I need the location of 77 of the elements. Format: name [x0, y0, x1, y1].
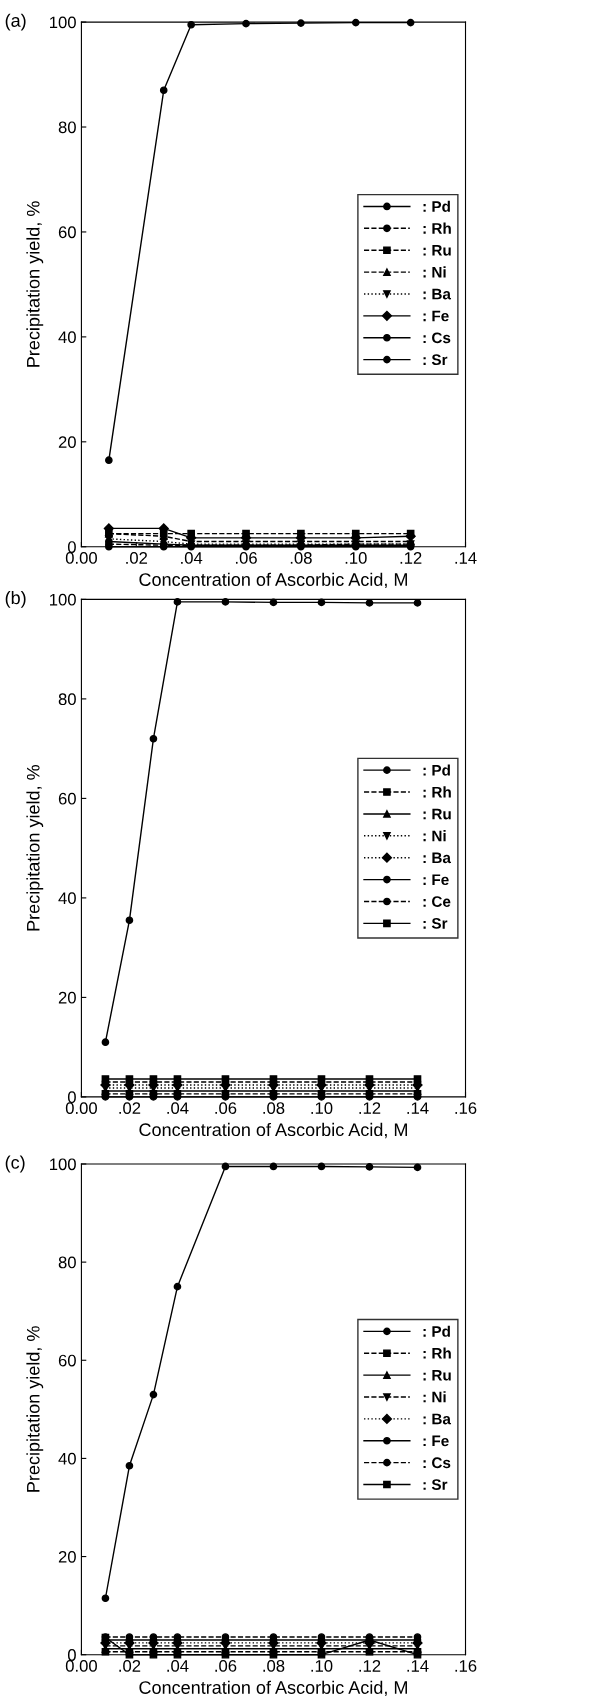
x-tick-label: .12: [359, 1102, 381, 1114]
legend-label: : Ru: [423, 808, 451, 820]
legend-label: : Fe: [423, 1435, 449, 1447]
x-tick-label: .14: [455, 552, 477, 564]
legend-label: : Ni: [423, 266, 446, 278]
y-tick-label: 0: [67, 1091, 76, 1104]
y-tick-label: 100: [50, 16, 76, 29]
legend-label: : Pd: [423, 764, 450, 776]
legend-label: : Sr: [423, 354, 448, 366]
x-tick-label: .06: [235, 552, 257, 564]
legend-label: : Cs: [423, 1457, 451, 1469]
x-tick-label: .04: [167, 1102, 189, 1115]
y-tick-label: 0: [67, 541, 76, 553]
x-tick-label: .04: [181, 552, 203, 564]
x-axis-title: Concentration of Ascorbic Acid, M: [139, 1122, 407, 1139]
text: (a): [5, 13, 26, 31]
x-tick-label: 0.00: [65, 552, 97, 564]
x-tick-label: .10: [311, 1660, 333, 1672]
legend-label: : Fe: [423, 874, 449, 886]
y-tick-label: 80: [58, 1256, 76, 1269]
legend-label: : Sr: [423, 918, 448, 929]
y-tick-label: 0: [67, 1649, 76, 1661]
y-tick-label: 60: [58, 792, 76, 805]
legend-label: : Rh: [423, 1347, 451, 1359]
x-tick-label: .08: [263, 1102, 285, 1115]
y-axis-title: Precipitation yield, %: [26, 764, 44, 931]
x-tick-label: .06: [215, 1660, 237, 1672]
x-tick-label: .12: [400, 552, 422, 564]
x-tick-label: 0.00: [65, 1102, 97, 1115]
x-tick-label: .06: [215, 1102, 237, 1115]
y-tick-label: 100: [50, 593, 76, 606]
legend-label: : Rh: [423, 786, 451, 798]
y-tick-label: 100: [50, 1158, 76, 1171]
x-tick-label: .08: [290, 552, 312, 564]
x-tick-label: 0.00: [65, 1660, 97, 1672]
y-tick-label: 40: [58, 892, 76, 905]
legend-label: : Ni: [423, 830, 446, 842]
legend-label: : Rh: [423, 222, 451, 234]
text: (b): [5, 590, 26, 608]
x-axis-title: Concentration of Ascorbic Acid, M: [139, 572, 407, 589]
legend-label: : Ba: [423, 852, 452, 864]
y-tick-label: 80: [58, 121, 76, 134]
x-tick-label: .10: [345, 552, 367, 564]
x-tick-label: .10: [311, 1102, 333, 1115]
legend-label: : Ce: [423, 896, 451, 907]
y-axis-title: Precipitation yield, %: [26, 1326, 44, 1492]
x-tick-label: .02: [126, 552, 148, 564]
legend-label: : Ni: [423, 1391, 446, 1403]
x-tick-label: .16: [455, 1102, 477, 1115]
x-tick-label: .12: [359, 1660, 381, 1672]
y-tick-label: 20: [58, 436, 76, 449]
y-axis-title: Precipitation yield, %: [26, 201, 44, 367]
legend-label: : Cs: [423, 332, 451, 344]
y-tick-label: 20: [58, 1550, 76, 1563]
x-tick-label: .02: [119, 1660, 141, 1672]
legend-label: : Ru: [423, 1369, 451, 1381]
legend-label: : Pd: [423, 200, 450, 212]
x-tick-label: .04: [167, 1660, 189, 1672]
x-tick-label: .14: [407, 1660, 429, 1672]
y-tick-label: 40: [58, 1452, 76, 1465]
text: (c): [5, 1155, 25, 1173]
x-tick-label: .02: [119, 1102, 141, 1115]
x-tick-label: .16: [455, 1660, 477, 1672]
legend-label: : Ba: [423, 1413, 452, 1425]
y-tick-label: 80: [58, 693, 76, 706]
y-tick-label: 60: [58, 226, 76, 239]
x-tick-label: .08: [263, 1660, 285, 1672]
legend-label: : Pd: [423, 1325, 450, 1337]
legend-label: : Ba: [423, 288, 452, 300]
legend-label: : Sr: [423, 1479, 448, 1491]
x-axis-title: Concentration of Ascorbic Acid, M: [139, 1680, 407, 1697]
x-tick-label: .14: [407, 1102, 429, 1114]
y-tick-label: 60: [58, 1354, 76, 1367]
y-tick-label: 20: [58, 991, 76, 1004]
legend-label: : Ru: [423, 245, 451, 256]
legend-label: : Fe: [423, 310, 449, 322]
y-tick-label: 40: [58, 331, 76, 344]
